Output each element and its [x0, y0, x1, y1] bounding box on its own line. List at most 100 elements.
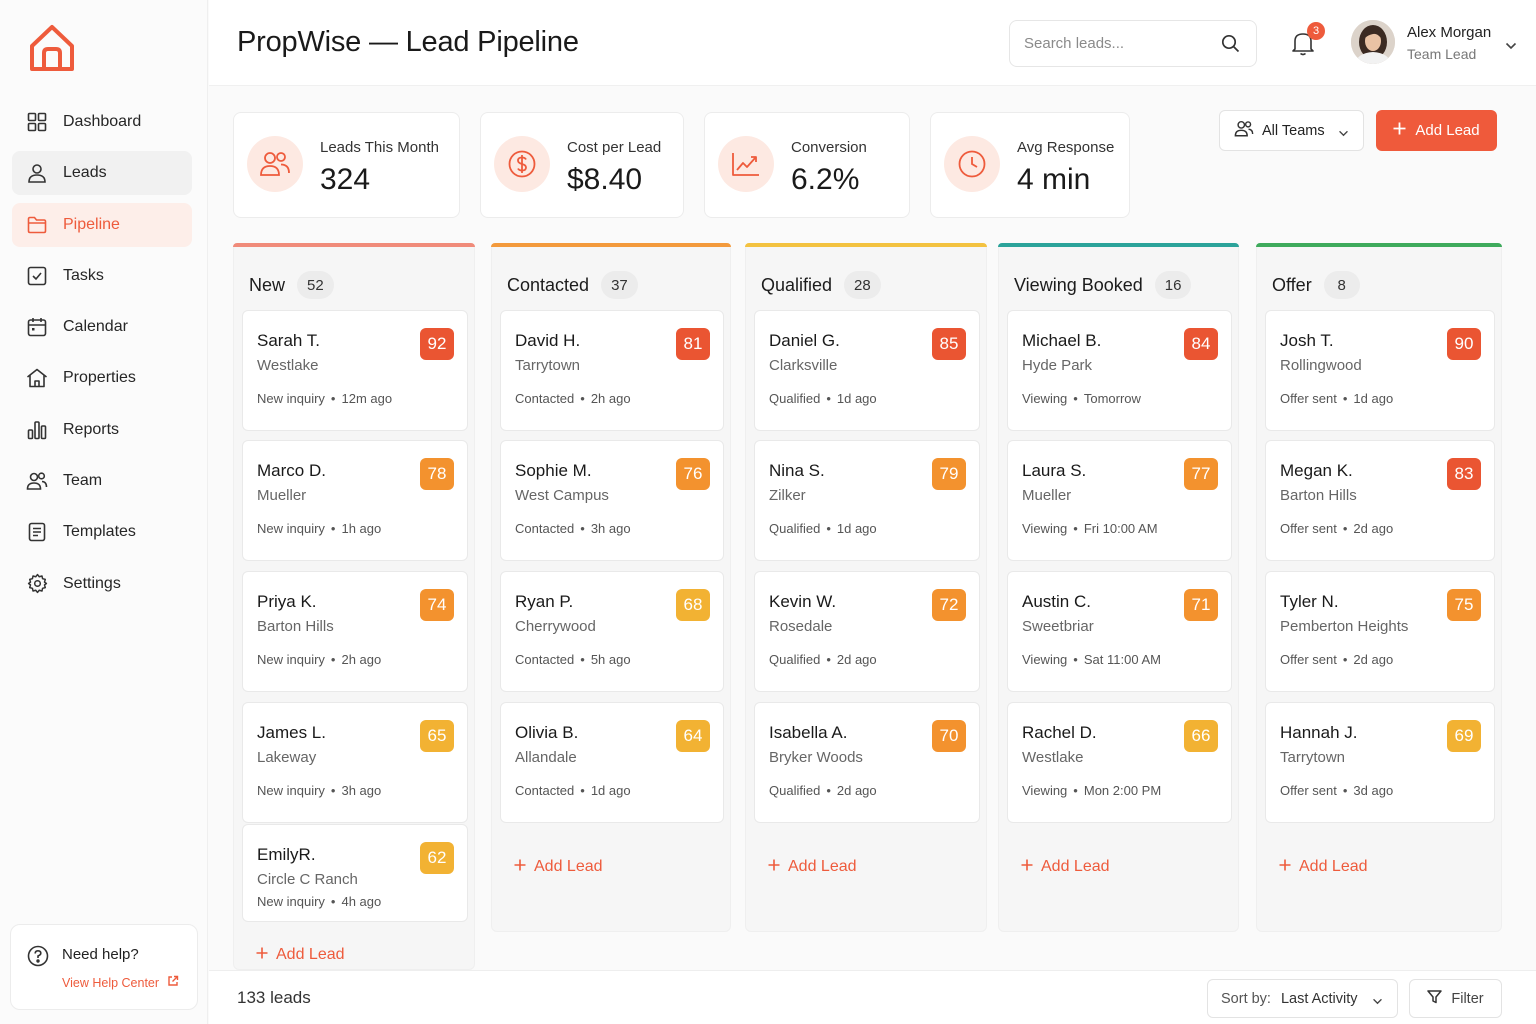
lead-status: Offer sent	[1280, 521, 1337, 536]
column-add-lead-button[interactable]: Add Lead	[514, 858, 603, 876]
lead-card[interactable]: Austin C. Sweetbriar Viewing • Sat 11:00 AM 7…	[1007, 571, 1232, 692]
plus-icon	[1393, 122, 1406, 139]
column-add-lead-button[interactable]: Add Lead	[1279, 858, 1368, 876]
lead-card[interactable]: Megan K. Barton Hills Offer sent • 2d ago 83	[1265, 440, 1495, 561]
sidebar-item-label: Pipeline	[63, 215, 120, 233]
lead-name: Isabella A.	[769, 723, 848, 742]
search-icon[interactable]	[1221, 34, 1240, 58]
lead-meta: Contacted • 3h ago	[515, 521, 631, 536]
chevron-down-icon	[1338, 125, 1349, 141]
lead-card[interactable]: Olivia B. Allandale Contacted • 1d ago 64	[500, 702, 724, 823]
house-logo-icon[interactable]	[26, 22, 78, 74]
lead-name: Olivia B.	[515, 723, 579, 742]
lead-status: Contacted	[515, 652, 575, 667]
lead-status: Offer sent	[1280, 783, 1337, 798]
lead-score-badge: 74	[420, 589, 454, 621]
users-icon	[26, 470, 48, 492]
sidebar-item-pipeline[interactable]: Pipeline	[12, 202, 192, 247]
lead-score-badge: 92	[420, 328, 454, 360]
lead-score-badge: 83	[1447, 458, 1481, 490]
top-header: PropWise — Lead Pipeline 3 Alex Morgan T…	[209, 0, 1536, 86]
lead-location: Zilker	[769, 487, 806, 504]
sidebar-item-settings[interactable]: Settings	[12, 562, 192, 606]
sidebar-item-leads[interactable]: Leads	[12, 151, 192, 196]
lead-card[interactable]: Tyler N. Pemberton Heights Offer sent • 2d a…	[1265, 571, 1495, 692]
lead-name: Megan K.	[1280, 461, 1353, 480]
separator-dot: •	[580, 783, 585, 798]
lead-status: Qualified	[769, 783, 821, 798]
bar-chart-icon	[26, 419, 48, 441]
help-center-link[interactable]: View Help Center	[62, 975, 179, 990]
lead-score-badge: 78	[420, 458, 454, 490]
search-input[interactable]	[1024, 21, 1214, 66]
lead-card[interactable]: Michael B. Hyde Park Viewing • Tomorrow 84	[1007, 310, 1232, 431]
user-role: Team Lead	[1407, 46, 1477, 62]
sidebar-item-properties[interactable]: Properties	[12, 356, 192, 400]
lead-score-badge: 84	[1184, 328, 1218, 360]
lead-name: Kevin W.	[769, 592, 837, 611]
lead-location: Tarrytown	[515, 357, 581, 374]
lead-name: David H.	[515, 331, 581, 350]
lead-time: 3h ago	[590, 521, 631, 536]
separator-dot: •	[580, 652, 585, 667]
lead-card[interactable]: Daniel G. Clarksville Qualified • 1d ago 85	[754, 310, 980, 431]
page-title: PropWise — Lead Pipeline	[237, 26, 579, 58]
lead-name: Marco D.	[257, 461, 326, 480]
lead-location: Rollingwood	[1280, 357, 1362, 374]
column-add-lead-button[interactable]: Add Lead	[1021, 858, 1110, 876]
filter-button[interactable]: Filter	[1409, 979, 1502, 1018]
lead-meta: Viewing • Sat 11:00 AM	[1022, 652, 1161, 667]
lead-card[interactable]: James L. Lakeway New inquiry • 3h ago 65	[242, 702, 468, 823]
lead-card[interactable]: Ryan P. Cherrywood Contacted • 5h ago 68	[500, 571, 724, 692]
lead-card[interactable]: Hannah J. Tarrytown Offer sent • 3d ago 69	[1265, 702, 1495, 823]
lead-card[interactable]: Kevin W. Rosedale Qualified • 2d ago 72	[754, 571, 980, 692]
lead-status: Offer sent	[1280, 652, 1337, 667]
lead-name: Nina S.	[769, 461, 825, 480]
lead-card[interactable]: Priya K. Barton Hills New inquiry • 2h ago 74	[242, 571, 468, 692]
notifications-button[interactable]: 3	[1291, 22, 1325, 58]
lead-card[interactable]: Marco D. Mueller New inquiry • 1h ago 78	[242, 440, 468, 561]
sidebar-item-team[interactable]: Team	[12, 459, 192, 503]
lead-time: 1d ago	[836, 391, 877, 406]
sort-value: Last Activity	[1280, 990, 1358, 1007]
sort-dropdown[interactable]: Sort by: Last Activity	[1207, 979, 1398, 1018]
stat-label: Avg Response	[1017, 139, 1115, 156]
lead-card[interactable]: Sophie M. West Campus Contacted • 3h ago 76	[500, 440, 724, 561]
sidebar-item-templates[interactable]: Templates	[12, 510, 192, 554]
sidebar-item-calendar[interactable]: Calendar	[12, 305, 192, 349]
user-icon	[26, 162, 48, 184]
lead-score-badge: 69	[1447, 720, 1481, 752]
lead-card[interactable]: Sarah T. Westlake New inquiry • 12m ago 92	[242, 310, 468, 431]
column-add-lead-button[interactable]: Add Lead	[256, 946, 345, 964]
lead-card[interactable]: Isabella A. Bryker Woods Qualified • 2d ago 7…	[754, 702, 980, 823]
lead-location: Allandale	[515, 749, 577, 766]
stat-card-avg-response: Avg Response 4 min	[930, 112, 1130, 218]
lead-score-badge: 79	[932, 458, 966, 490]
plus-icon	[514, 858, 526, 876]
lead-card[interactable]: Laura S. Mueller Viewing • Fri 10:00 AM 77	[1007, 440, 1232, 561]
separator-dot: •	[580, 391, 585, 406]
lead-score-badge: 85	[932, 328, 966, 360]
sidebar-item-label: Leads	[63, 164, 107, 182]
sidebar-item-reports[interactable]: Reports	[12, 408, 192, 452]
lead-score-badge: 72	[932, 589, 966, 621]
lead-card[interactable]: Rachel D. Westlake Viewing • Mon 2:00 PM 66	[1007, 702, 1232, 823]
lead-meta: New inquiry • 2h ago	[257, 652, 381, 667]
separator-dot: •	[330, 521, 336, 536]
add-lead-button[interactable]: Add Lead	[1376, 110, 1497, 151]
lead-time: 1h ago	[341, 521, 382, 536]
stat-value: 324	[320, 163, 371, 196]
lead-time: 3d ago	[1353, 783, 1394, 798]
lead-time: 2d ago	[836, 783, 877, 798]
column-add-lead-button[interactable]: Add Lead	[768, 858, 857, 876]
team-filter-dropdown[interactable]: All Teams	[1219, 110, 1364, 151]
user-menu[interactable]: Alex Morgan Team Lead	[1351, 20, 1531, 68]
sidebar-item-tasks[interactable]: Tasks	[12, 254, 192, 298]
lead-name: Sophie M.	[515, 461, 592, 480]
lead-card[interactable]: Nina S. Zilker Qualified • 1d ago 79	[754, 440, 980, 561]
chevron-down-icon	[1372, 993, 1383, 1009]
lead-card[interactable]: EmilyR. Circle C Ranch New inquiry • 4h ago 6…	[242, 824, 468, 922]
lead-card[interactable]: Josh T. Rollingwood Offer sent • 1d ago 90	[1265, 310, 1495, 431]
lead-card[interactable]: David H. Tarrytown Contacted • 2h ago 81	[500, 310, 724, 431]
sidebar-item-dashboard[interactable]: Dashboard	[12, 100, 192, 144]
